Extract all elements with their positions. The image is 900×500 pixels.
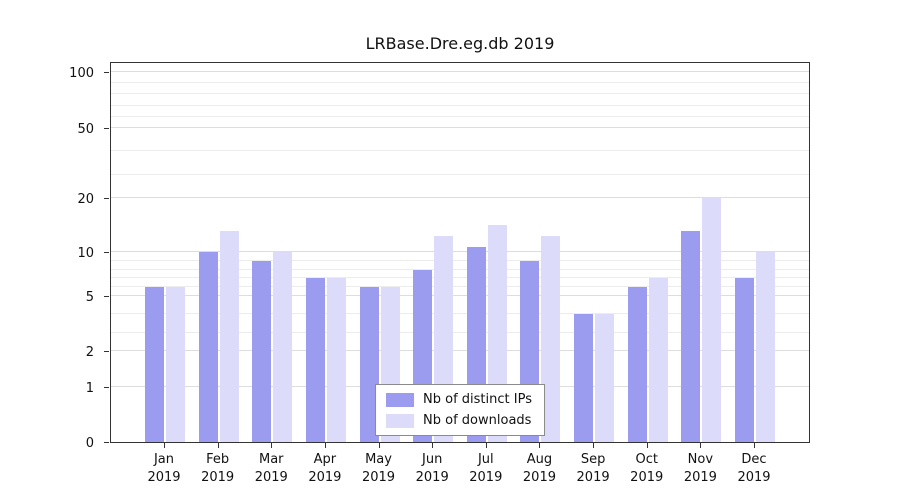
x-tick-mark xyxy=(271,443,273,448)
chart-title: LRBase.Dre.eg.db 2019 xyxy=(365,34,555,53)
bar-distinct-ips xyxy=(627,287,647,442)
x-tick-label: Dec 2019 xyxy=(737,452,771,485)
gridline xyxy=(111,126,809,128)
gridline xyxy=(111,115,809,117)
x-tick-label: Jul 2019 xyxy=(469,452,503,485)
x-tick-label: Oct 2019 xyxy=(630,452,664,485)
gridline xyxy=(111,104,809,106)
plot-area: Nb of distinct IPs Nb of downloads xyxy=(110,62,810,443)
bar-distinct-ips xyxy=(145,287,164,442)
bar-distinct-ips xyxy=(198,252,218,442)
x-tick-label: Aug 2019 xyxy=(522,452,556,485)
y-tick-label: 50 xyxy=(77,121,94,137)
y-axis-labels: 0 1 2 5 10 20 50 100 xyxy=(0,62,110,451)
x-tick-mark xyxy=(432,443,434,448)
x-tick-mark xyxy=(485,443,487,448)
gridline xyxy=(111,197,809,199)
x-tick-mark xyxy=(593,443,595,448)
x-tick-mark xyxy=(324,443,326,448)
bar-distinct-ips xyxy=(574,314,594,442)
x-tick-label: Apr 2019 xyxy=(308,452,342,485)
gridline xyxy=(111,286,809,287)
legend: Nb of distinct IPs Nb of downloads xyxy=(375,384,545,436)
x-axis-labels: Jan 2019 Feb 2019 Mar 2019 Apr 2019 May 2019 Jun 20… xyxy=(110,443,810,495)
legend-item-distinct-ips: Nb of distinct IPs xyxy=(386,392,532,407)
x-tick-label: May 2019 xyxy=(361,452,396,485)
x-tick-label: Jun 2019 xyxy=(415,452,449,485)
gridline xyxy=(111,173,809,175)
gridline xyxy=(111,150,809,152)
bar-downloads xyxy=(648,278,668,442)
gridline xyxy=(111,277,809,279)
legend-item-downloads: Nb of downloads xyxy=(386,413,532,428)
bar-distinct-ips xyxy=(735,278,754,442)
y-tick-mark xyxy=(104,295,109,297)
legend-label-downloads: Nb of downloads xyxy=(423,413,532,428)
gridline xyxy=(111,268,809,270)
bar-distinct-ips xyxy=(305,278,325,442)
gridline xyxy=(111,259,809,261)
y-tick-mark xyxy=(104,127,109,129)
x-tick-label: Sep 2019 xyxy=(576,452,610,485)
gridline xyxy=(111,313,809,315)
gridline xyxy=(111,82,809,84)
bar-downloads xyxy=(273,252,293,442)
bar-downloads xyxy=(541,235,561,442)
y-tick-label: 0 xyxy=(85,436,94,451)
gridline xyxy=(111,294,809,296)
y-tick-label: 1 xyxy=(85,381,94,397)
y-tick-label: 100 xyxy=(69,66,94,82)
bar-distinct-ips xyxy=(359,287,379,442)
y-tick-label: 5 xyxy=(85,289,94,305)
x-tick-label: Nov 2019 xyxy=(683,452,717,485)
x-tick-mark xyxy=(754,443,755,448)
legend-swatch-distinct-ips xyxy=(386,392,415,407)
y-tick-mark xyxy=(104,72,109,74)
bar-distinct-ips xyxy=(681,230,701,442)
x-tick-mark xyxy=(164,443,165,448)
y-tick-label: 2 xyxy=(85,345,94,361)
x-tick-mark xyxy=(217,443,219,448)
x-tick-mark xyxy=(539,443,541,448)
y-tick-mark xyxy=(104,198,109,200)
gridline xyxy=(111,71,809,73)
gridline xyxy=(111,331,809,333)
x-tick-label: Jan 2019 xyxy=(147,452,181,485)
y-tick-label: 10 xyxy=(77,246,94,262)
bar-downloads xyxy=(166,287,185,442)
legend-label-distinct-ips: Nb of distinct IPs xyxy=(423,392,532,407)
bar-downloads xyxy=(702,198,722,442)
bar-downloads xyxy=(595,314,615,442)
x-tick-label: Mar 2019 xyxy=(254,452,288,485)
gridline xyxy=(111,251,809,253)
y-tick-mark xyxy=(104,387,109,389)
gridline xyxy=(111,350,809,352)
x-tick-mark xyxy=(646,443,648,448)
x-tick-label: Feb 2019 xyxy=(201,452,235,485)
gridline xyxy=(111,93,809,95)
bar-distinct-ips xyxy=(252,260,272,442)
x-tick-mark xyxy=(378,443,380,448)
y-tick-label: 20 xyxy=(77,192,94,208)
x-tick-mark xyxy=(700,443,702,448)
y-tick-mark xyxy=(104,252,109,254)
y-tick-mark xyxy=(104,442,109,443)
y-tick-mark xyxy=(104,351,109,353)
bar-downloads xyxy=(219,230,239,442)
bar-downloads xyxy=(326,278,346,442)
legend-swatch-downloads xyxy=(386,413,415,428)
bar-downloads xyxy=(756,252,775,442)
